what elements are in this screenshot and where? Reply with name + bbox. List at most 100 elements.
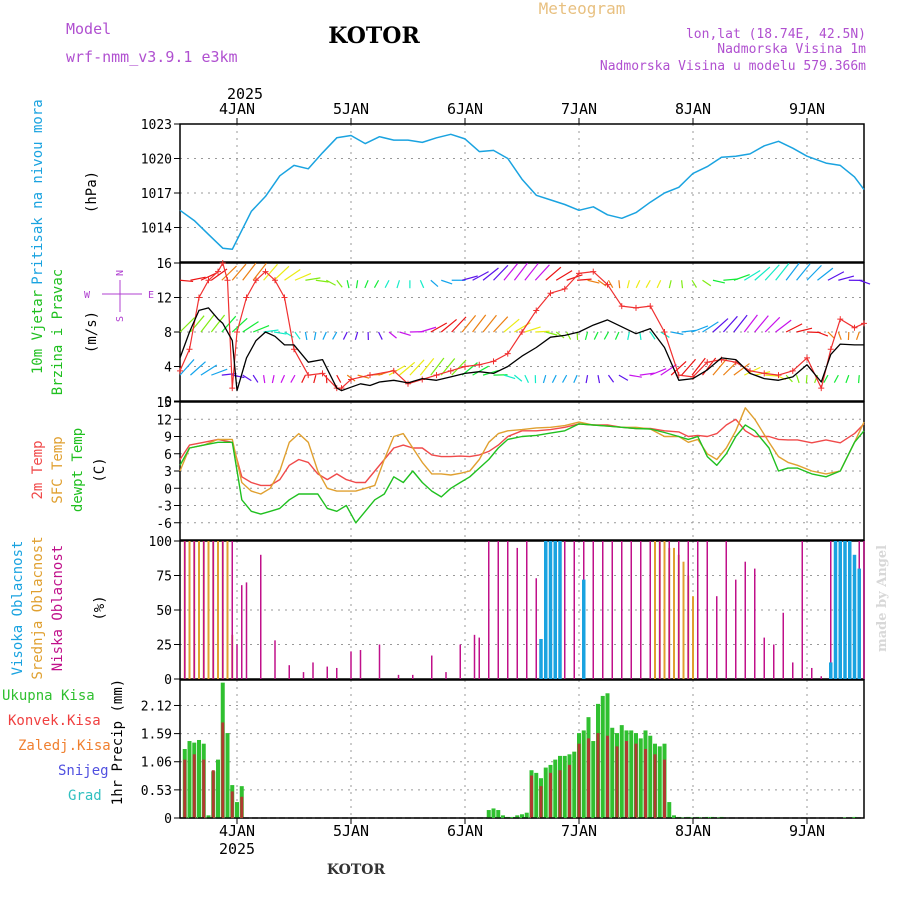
gust-marker (405, 380, 411, 387)
conv-precip-bar (596, 733, 600, 818)
wind-arrow (534, 264, 550, 281)
gust-marker (291, 346, 297, 353)
wind-arrow (273, 331, 287, 335)
wind-arrow (733, 363, 750, 376)
gust-marker (647, 303, 654, 310)
wind-arrow (639, 372, 655, 376)
wind-arrow (712, 358, 728, 376)
wind-arrow (785, 374, 793, 383)
wind-arrow (430, 357, 445, 376)
total-precip-bar (197, 739, 201, 818)
wind-arrow (627, 331, 630, 341)
wind-arrow (315, 279, 329, 283)
high-cloud-bar (548, 541, 553, 679)
total-precip-bar (543, 767, 548, 818)
model-name: wrf-nmm_v3.9.1 e3km (66, 48, 238, 66)
wind-arrow (271, 375, 275, 384)
lonlat-text: lon,lat (18.74E, 42.5N) (686, 27, 866, 42)
temp-legend-dew: dewpt Temp (70, 428, 86, 512)
conv-precip-bar (644, 749, 647, 818)
conv-precip-bar (577, 743, 581, 818)
day-label-top: 9JAN (789, 100, 825, 118)
y-tick-label: 0 (164, 673, 172, 688)
mid-cloud-bar (673, 547, 675, 679)
wind-arrow (342, 331, 348, 340)
precip-legend-hail: Grad (68, 788, 102, 804)
day-label-top: 8JAN (675, 100, 711, 118)
wind-arrow (855, 331, 860, 340)
wind-arrow (399, 361, 416, 376)
y-tick-label: 25 (156, 639, 172, 654)
wind-arrow (712, 279, 725, 284)
compass-w: W (84, 290, 91, 301)
wind-arrow (493, 316, 509, 333)
wind-ylabel: (m/s) (84, 311, 100, 353)
wind-arrow (441, 279, 453, 285)
wind-arrow (190, 276, 206, 281)
low-cloud-bar (630, 541, 632, 679)
low-cloud-bar (350, 651, 352, 679)
gust-marker (704, 359, 711, 366)
gust-marker (272, 277, 278, 284)
gust-marker (490, 358, 497, 365)
precip-legend-conv: Konvek.Kisa (8, 713, 101, 729)
wind-arrow (294, 272, 312, 281)
low-cloud-bar (592, 541, 594, 679)
gust-marker (367, 372, 373, 379)
temp-ylabel: (C) (92, 457, 108, 482)
wind-arrow (472, 314, 487, 333)
low-cloud-bar (716, 596, 718, 679)
pressure-title: Pritisak na nivou mora (30, 99, 46, 284)
mid-cloud-bar (207, 541, 210, 679)
gust-marker (390, 367, 397, 374)
wind-arrow (294, 331, 301, 340)
low-cloud-bar (573, 541, 575, 679)
total-precip-bar (534, 772, 539, 818)
wind-arrow (482, 314, 497, 333)
wind-arrow (231, 263, 247, 281)
wind-arrow (332, 331, 338, 340)
wind-arrow (754, 315, 769, 333)
wind-arrow (837, 331, 842, 340)
day-label-top: 6JAN (447, 100, 483, 118)
wind-arrow (857, 375, 860, 384)
total-precip-bar (235, 802, 239, 818)
wind-arrow (545, 331, 558, 336)
wind-arrow (301, 374, 306, 383)
wind-arrow (635, 279, 641, 289)
low-cloud-bar (326, 666, 328, 679)
gust-marker (433, 372, 440, 379)
mid-cloud-bar (682, 561, 685, 679)
wind-arrow (542, 374, 547, 384)
wind-arrow (722, 315, 738, 333)
low-cloud-bar (193, 541, 195, 679)
high-cloud-bar (852, 554, 857, 679)
low-cloud-bar (659, 541, 661, 679)
wind-arrow (378, 331, 383, 340)
wind-arrow (764, 316, 781, 333)
dewpoint-line (179, 423, 865, 524)
wind-speed-line (179, 307, 864, 392)
gust-marker (633, 304, 639, 311)
low-cloud-bar (725, 541, 727, 679)
wind-arrow (796, 263, 811, 281)
compass-e: E (148, 290, 154, 301)
low-cloud-bar (602, 541, 604, 679)
gust-marker (818, 385, 825, 392)
low-cloud-bar (697, 541, 699, 679)
conv-precip-bar (606, 735, 609, 818)
wind-arrow (305, 277, 321, 281)
day-label-bottom: 8JAN (675, 822, 711, 840)
wind-arrow (681, 358, 696, 376)
y-tick-label: 9 (164, 431, 172, 446)
wind-arrow (179, 279, 194, 283)
high-cloud-bar (838, 541, 842, 679)
wind-arrow (263, 263, 278, 281)
wind-arrow (221, 315, 237, 333)
cloud-legend-low: Niska Oblacnost (50, 545, 66, 671)
y-tick-label: 0 (164, 482, 172, 497)
day-label-top: 4JAN (219, 100, 255, 118)
low-cloud-bar (526, 541, 528, 679)
total-precip-bar (619, 725, 624, 818)
mid-cloud-bar (663, 541, 666, 679)
